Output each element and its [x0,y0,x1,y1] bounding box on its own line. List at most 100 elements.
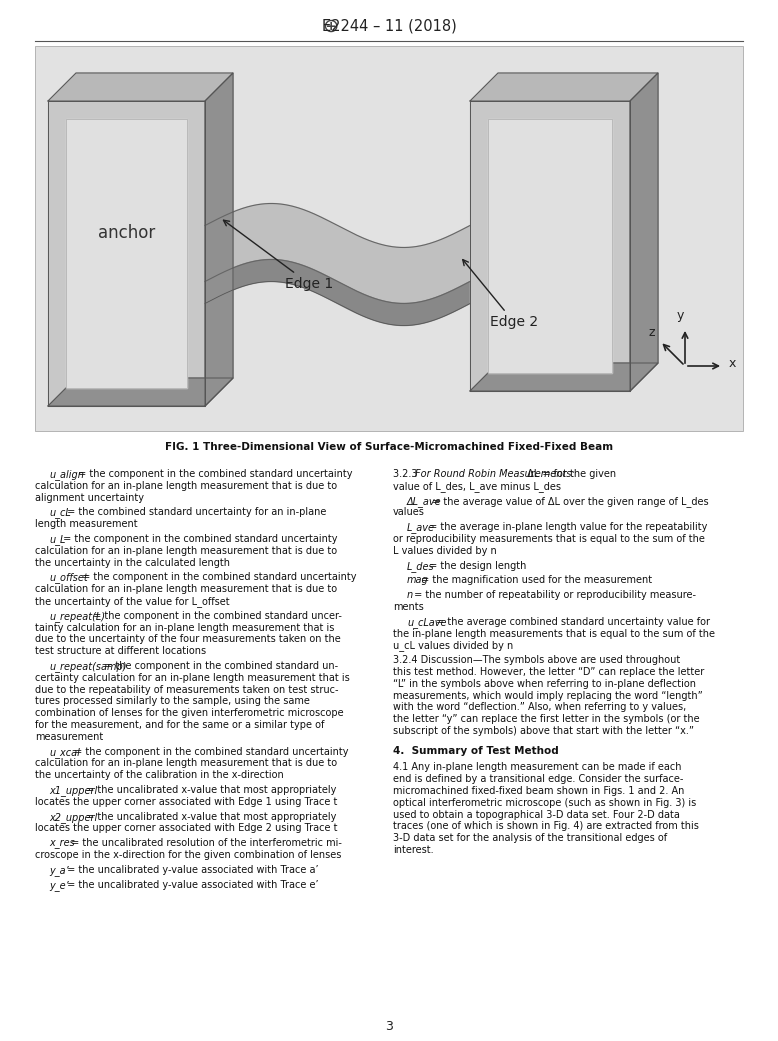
Text: = the combined standard uncertainty for an in-plane: = the combined standard uncertainty for … [64,507,326,517]
Text: this test method. However, the letter “D” can replace the letter: this test method. However, the letter “D… [393,667,704,677]
Text: = the component in the combined standard uncertainty: = the component in the combined standard… [79,573,356,582]
Text: u_L: u_L [49,534,65,544]
Text: 3.2.4 Discussion—The symbols above are used throughout: 3.2.4 Discussion—The symbols above are u… [393,655,680,665]
Text: subscript of the symbols) above that start with the letter “x.”: subscript of the symbols) above that sta… [393,726,694,736]
Text: FIG. 1 Three-Dimensional View of Surface-Micromachined Fixed-Fixed Beam: FIG. 1 Three-Dimensional View of Surface… [165,442,613,452]
Text: E2244 – 11 (2018): E2244 – 11 (2018) [321,19,457,33]
Text: x1_upperl: x1_upperl [49,785,97,796]
Text: u_repeat(samp): u_repeat(samp) [49,661,127,671]
Text: 3.2.3: 3.2.3 [393,469,421,479]
Text: = the design length: = the design length [426,561,526,570]
Text: = the average value of ΔL over the given range of L_des: = the average value of ΔL over the given… [429,496,709,507]
Text: = the component in the combined standard uncertainty: = the component in the combined standard… [75,469,352,479]
Text: y_a’: y_a’ [49,865,68,875]
Text: the in-plane length measurements that is equal to the sum of the: the in-plane length measurements that is… [393,629,715,638]
Text: u_repeat(L): u_repeat(L) [49,611,105,621]
Text: anchor: anchor [98,225,155,243]
Polygon shape [470,73,658,101]
Text: y: y [676,309,684,322]
Text: calculation for an in-plane length measurement that is due to: calculation for an in-plane length measu… [35,759,337,768]
Text: L values divided by n: L values divided by n [393,545,496,556]
Text: or reproducibility measurements that is equal to the sum of the: or reproducibility measurements that is … [393,534,705,544]
Text: the uncertainty of the calibration in the x-direction: the uncertainty of the calibration in th… [35,770,284,780]
Text: = the component in the combined standard uncertainty: = the component in the combined standard… [60,534,338,544]
Text: 3-D data set for the analysis of the transitional edges of: 3-D data set for the analysis of the tra… [393,833,667,843]
Text: y_e’: y_e’ [49,880,68,890]
Text: the uncertainty in the calculated length: the uncertainty in the calculated length [35,558,230,567]
Text: For Round Robin Measurements:: For Round Robin Measurements: [415,469,575,479]
Text: due to the repeatability of measurements taken on test struc-: due to the repeatability of measurements… [35,685,338,694]
Polygon shape [48,101,205,406]
Text: locates the upper corner associated with Edge 2 using Trace t: locates the upper corner associated with… [35,823,338,834]
Text: u_align: u_align [49,469,84,480]
Text: certainty calculation for an in-plane length measurement that is: certainty calculation for an in-plane le… [35,672,350,683]
Text: x: x [728,357,736,370]
Text: 3: 3 [385,1020,393,1034]
Text: n: n [407,590,413,601]
Polygon shape [470,101,630,391]
Text: L_ave: L_ave [407,523,435,533]
Text: = the number of repeatability or reproducibility measure-: = the number of repeatability or reprodu… [411,590,696,601]
Text: the letter “y” can replace the first letter in the symbols (or the: the letter “y” can replace the first let… [393,714,699,725]
Text: = the component in the combined standard uncertainty: = the component in the combined standard… [72,746,349,757]
Text: ΔL = for the given: ΔL = for the given [524,469,616,479]
Text: z: z [648,326,654,339]
Text: Edge 2: Edge 2 [463,259,538,329]
Text: tainty calculation for an in-plane length measurement that is: tainty calculation for an in-plane lengt… [35,623,335,633]
Text: locates the upper corner associated with Edge 1 using Trace t: locates the upper corner associated with… [35,796,338,807]
Text: for the measurement, and for the same or a similar type of: for the measurement, and for the same or… [35,720,324,730]
Text: u_xcal: u_xcal [49,746,80,758]
Text: = the uncalibrated x-value that most appropriately: = the uncalibrated x-value that most app… [82,785,336,795]
Text: micromachined fixed-fixed beam shown in Figs. 1 and 2. An: micromachined fixed-fixed beam shown in … [393,786,685,796]
Text: = the component in the combined standard uncer-: = the component in the combined standard… [90,611,342,620]
Text: combination of lenses for the given interferometric microscope: combination of lenses for the given inte… [35,708,344,718]
Text: length measurement: length measurement [35,519,138,529]
Text: ments: ments [393,602,424,612]
Text: = the magnification used for the measurement: = the magnification used for the measure… [419,576,653,585]
Text: measurements, which would imply replacing the word “length”: measurements, which would imply replacin… [393,690,703,701]
Text: used to obtain a topographical 3-D data set. Four 2-D data: used to obtain a topographical 3-D data … [393,810,680,819]
Text: “L” in the symbols above when referring to in-plane deflection: “L” in the symbols above when referring … [393,679,696,689]
Polygon shape [470,363,658,391]
Polygon shape [66,119,187,388]
Text: calculation for an in-plane length measurement that is due to: calculation for an in-plane length measu… [35,481,337,490]
Text: u_cLave: u_cLave [407,617,447,628]
Text: u_cL values divided by n: u_cL values divided by n [393,640,513,652]
Text: = the uncalibrated resolution of the interferometric mi-: = the uncalibrated resolution of the int… [68,838,342,848]
Text: = the component in the combined standard un-: = the component in the combined standard… [101,661,338,671]
Text: tures processed similarly to the sample, using the same: tures processed similarly to the sample,… [35,696,310,707]
Polygon shape [205,203,470,304]
Text: 4.  Summary of Test Method: 4. Summary of Test Method [393,745,559,756]
Polygon shape [48,73,233,101]
Text: = the uncalibrated y-value associated with Trace a’: = the uncalibrated y-value associated wi… [64,865,319,874]
Text: the uncertainty of the value for L_offset: the uncertainty of the value for L_offse… [35,596,230,607]
Polygon shape [630,73,658,391]
Polygon shape [205,73,233,406]
Text: croscope in the x-direction for the given combination of lenses: croscope in the x-direction for the give… [35,850,342,860]
Text: 4.1 Any in-plane length measurement can be made if each: 4.1 Any in-plane length measurement can … [393,762,682,772]
Text: = the average combined standard uncertainty value for: = the average combined standard uncertai… [433,617,710,627]
Text: measurement: measurement [35,732,103,742]
Text: mag: mag [407,576,429,585]
Text: optical interferometric microscope (such as shown in Fig. 3) is: optical interferometric microscope (such… [393,797,696,808]
Text: with the word “deflection.” Also, when referring to y values,: with the word “deflection.” Also, when r… [393,703,686,712]
Text: L_des: L_des [407,561,435,572]
Bar [35,46,743,431]
Text: alignment uncertainty: alignment uncertainty [35,492,144,503]
Text: u_cL: u_cL [49,507,71,518]
Text: u_offset: u_offset [49,573,88,583]
Text: x_res: x_res [49,838,75,848]
Polygon shape [488,119,612,373]
Text: x2_upperl: x2_upperl [49,812,97,822]
Text: calculation for an in-plane length measurement that is due to: calculation for an in-plane length measu… [35,584,337,594]
Text: = the uncalibrated x-value that most appropriately: = the uncalibrated x-value that most app… [82,812,336,821]
Text: traces (one of which is shown in Fig. 4) are extracted from this: traces (one of which is shown in Fig. 4)… [393,821,699,832]
Text: value of L_des, L_ave minus L_des: value of L_des, L_ave minus L_des [393,481,561,491]
Text: interest.: interest. [393,845,433,855]
Polygon shape [48,378,233,406]
Text: = the uncalibrated y-value associated with Trace e’: = the uncalibrated y-value associated wi… [64,880,319,890]
Text: values: values [393,507,425,517]
Text: ⊕: ⊕ [322,17,338,35]
Text: calculation for an in-plane length measurement that is due to: calculation for an in-plane length measu… [35,545,337,556]
Text: test structure at different locations: test structure at different locations [35,646,206,656]
